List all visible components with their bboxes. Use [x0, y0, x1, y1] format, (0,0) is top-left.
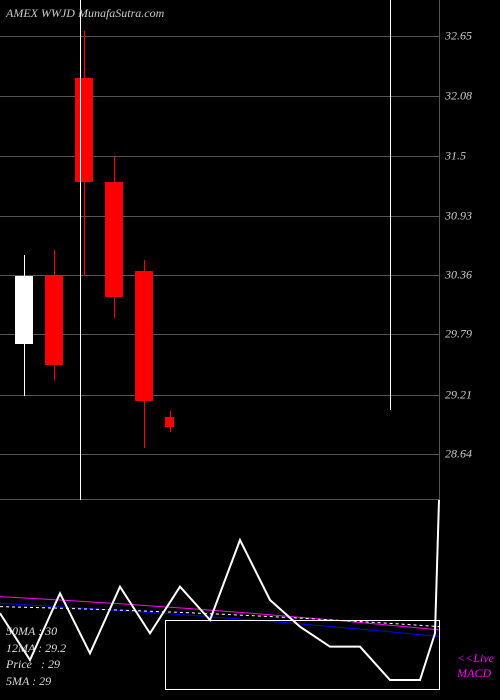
- vertical-marker: [390, 0, 391, 410]
- vertical-marker: [80, 0, 81, 500]
- candle-body: [15, 276, 33, 344]
- candle-body: [105, 182, 123, 297]
- grid-line: [0, 334, 440, 335]
- grid-line: [0, 96, 440, 97]
- stat-12ma: 12MA : 29.2: [6, 640, 66, 657]
- y-axis-label: 28.64: [445, 447, 472, 462]
- y-axis-label: 32.65: [445, 29, 472, 44]
- y-axis-label: 31.5: [445, 149, 466, 164]
- y-axis-label: 32.08: [445, 88, 472, 103]
- grid-line: [0, 216, 440, 217]
- y-axis-label: 30.93: [445, 208, 472, 223]
- candle-body: [45, 276, 63, 365]
- grid-line: [0, 395, 440, 396]
- macd-live-label: <<Live MACD: [457, 651, 494, 680]
- indicator-box: [165, 620, 440, 690]
- grid-line: [0, 275, 440, 276]
- chart-container: AMEX WWJD MunafaSutra.com 32.65 32.08 31.5…: [0, 0, 500, 700]
- chart-header: AMEX WWJD MunafaSutra.com: [6, 6, 164, 21]
- y-axis-label: 30.36: [445, 268, 472, 283]
- y-axis-label: 29.79: [445, 327, 472, 342]
- grid-line: [0, 36, 440, 37]
- candle-body: [165, 417, 174, 427]
- price-panel: [0, 0, 440, 500]
- candle-body: [75, 78, 93, 182]
- stat-price: Price : 29: [6, 656, 66, 673]
- stat-5ma: 5MA : 29: [6, 673, 66, 690]
- grid-line: [0, 156, 440, 157]
- grid-line: [0, 454, 440, 455]
- stats-box: 50MA : 30 12MA : 29.2 Price : 29 5MA : 2…: [6, 623, 66, 690]
- y-axis-label: 29.21: [445, 387, 472, 402]
- stat-50ma: 50MA : 30: [6, 623, 66, 640]
- candle-body: [135, 271, 153, 401]
